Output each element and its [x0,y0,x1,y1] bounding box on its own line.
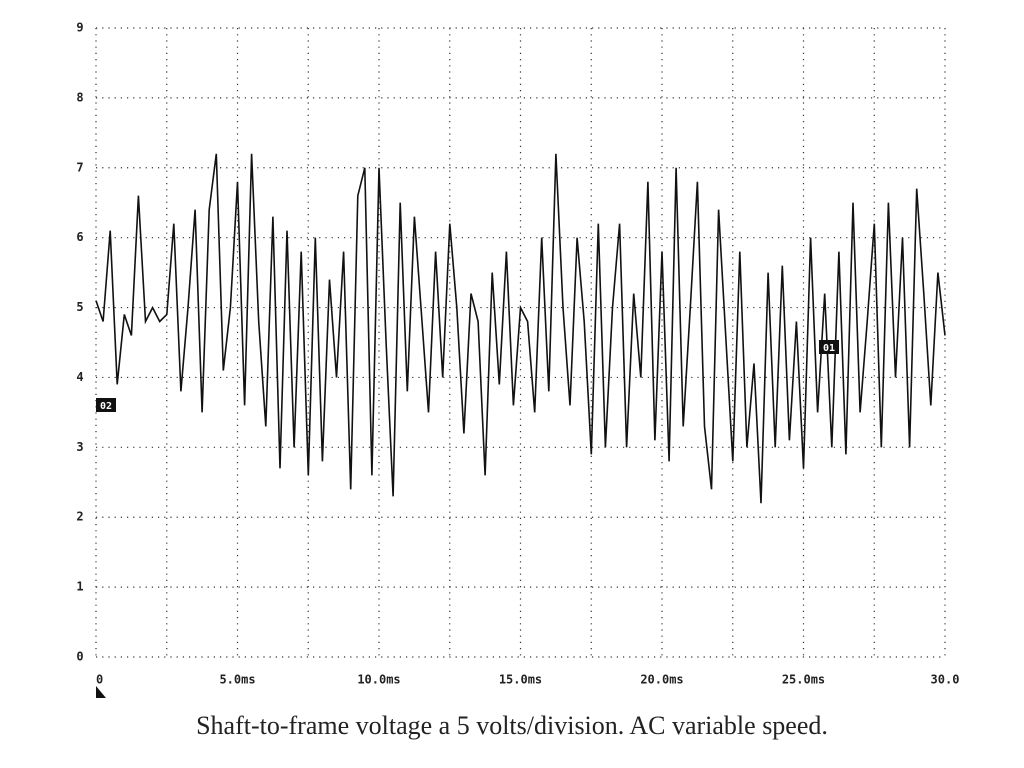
y-tick-label: 1 [76,580,83,594]
y-tick-label: 8 [76,90,83,104]
y-tick-label: 9 [76,21,83,35]
y-tick-label: 0 [76,650,83,664]
x-tick-label: 0 [96,673,103,687]
trace [95,153,946,504]
y-tick-label: 6 [76,230,83,244]
channel-marker-box [96,398,116,412]
y-tick-label: 2 [76,510,83,524]
x-tick-label: 5.0ms [219,673,255,687]
y-tick-label: 4 [76,370,83,384]
chart-title: Shaft-to-frame voltage a 5 volts/divisio… [196,711,828,740]
x-tick-label: 15.0ms [499,673,542,687]
y-tick-label: 7 [76,160,83,174]
trigger-marker [96,686,106,698]
y-tick-label: 5 [76,300,83,314]
x-tick-label: 10.0ms [357,673,400,687]
y-tick-label: 3 [76,440,83,454]
x-tick-label: 30.0 [931,673,960,687]
x-tick-label: 25.0ms [782,673,825,687]
x-tick-label: 20.0ms [640,673,683,687]
channel-marker-box [819,340,839,354]
channel-marker: 01 [823,343,835,354]
channel-marker: 02 [100,401,112,412]
